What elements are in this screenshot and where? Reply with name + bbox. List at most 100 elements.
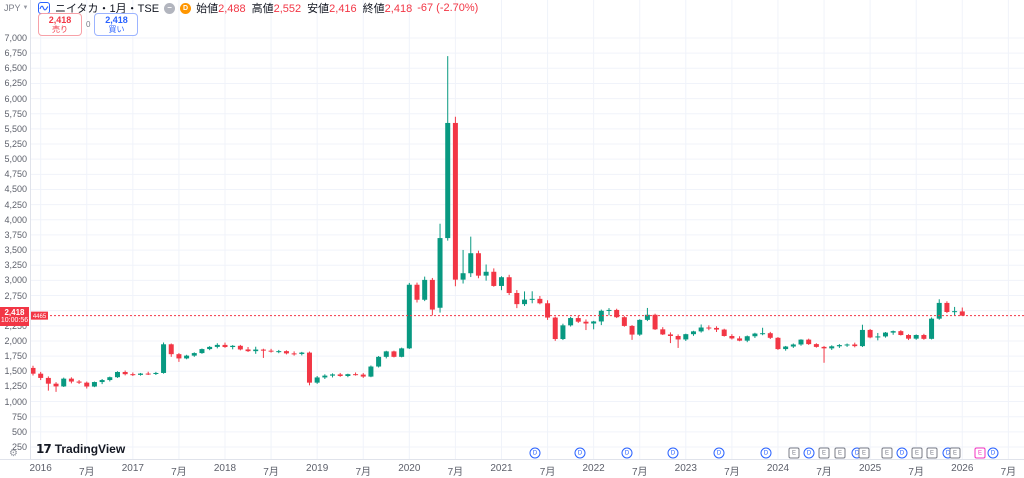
candle-body xyxy=(560,325,566,340)
candle xyxy=(552,316,558,341)
delayed-data-icon[interactable]: D xyxy=(180,2,192,14)
candle-body xyxy=(829,346,835,349)
earnings-marker-icon[interactable]: E xyxy=(911,447,923,459)
price-axis[interactable]: JPY ▼ ⚙ 7,000 6,750 6,500 6,250 6,000 5,750 5,… xyxy=(0,0,31,459)
sell-button[interactable]: 2,418 売り xyxy=(38,13,82,36)
candle xyxy=(184,354,190,360)
candle-body xyxy=(583,321,589,324)
earnings-upcoming-marker-icon[interactable]: E xyxy=(974,447,986,459)
candle-body xyxy=(598,310,604,322)
candle-body xyxy=(921,335,927,339)
candle xyxy=(744,335,750,343)
currency-switcher[interactable]: JPY ▼ xyxy=(4,3,28,13)
candle xyxy=(452,116,458,287)
price-tick-label: 1,750 xyxy=(4,351,27,362)
candle-body xyxy=(107,377,113,381)
price-tick-label: 4,000 xyxy=(4,214,27,225)
price-tick-label: 1,250 xyxy=(4,381,27,392)
candle xyxy=(168,343,174,357)
dividend-marker-icon[interactable]: D xyxy=(667,447,679,459)
candle xyxy=(852,342,858,348)
candle xyxy=(207,346,213,351)
dividend-marker-icon[interactable]: D xyxy=(896,447,908,459)
earnings-marker-icon[interactable]: E xyxy=(818,447,830,459)
change-value: -67 (-2.70%) xyxy=(417,2,479,14)
candle-body xyxy=(537,298,543,304)
candle xyxy=(514,290,520,309)
earnings-marker-icon[interactable]: E xyxy=(834,447,846,459)
candle xyxy=(345,373,351,378)
time-tick-label: 2017 xyxy=(121,463,144,474)
dividend-marker-icon[interactable]: D xyxy=(529,447,541,459)
dividend-marker-icon[interactable]: D xyxy=(621,447,633,459)
time-tick-label: 2025 xyxy=(858,463,882,474)
candle-body xyxy=(483,271,489,276)
candle-body xyxy=(153,372,159,374)
ohlc-item: 始値2,488 xyxy=(196,0,246,16)
candle-body xyxy=(222,344,228,348)
earnings-marker-icon[interactable]: E xyxy=(926,447,938,459)
axis-settings-gear-icon[interactable]: ⚙ xyxy=(9,448,18,459)
price-tick-label: 6,500 xyxy=(4,63,27,74)
price-tick-label: 5,000 xyxy=(4,154,27,165)
candle xyxy=(114,371,120,378)
candle xyxy=(690,330,696,336)
dividend-marker-icon[interactable]: D xyxy=(713,447,725,459)
dividend-marker-icon[interactable]: D xyxy=(574,447,586,459)
earnings-marker-icon[interactable]: E xyxy=(949,447,961,459)
candle xyxy=(537,296,543,305)
time-tick-label: 7月 xyxy=(447,467,464,478)
candle-body xyxy=(760,333,766,335)
candle-body xyxy=(806,339,812,345)
candle-body xyxy=(283,351,289,354)
symbol-title[interactable]: ニイタカ・1月・TSE xyxy=(55,3,160,15)
earnings-marker-icon[interactable]: E xyxy=(858,447,870,459)
candle xyxy=(61,377,67,388)
candle-body xyxy=(882,332,888,337)
candle xyxy=(38,371,44,381)
ohlc-label: 始値 xyxy=(196,3,219,15)
candle xyxy=(76,380,82,384)
candle-body xyxy=(783,346,789,350)
candle xyxy=(376,355,382,368)
candle-body xyxy=(468,253,474,274)
candle-body xyxy=(322,375,328,378)
candle-body xyxy=(191,353,197,356)
candle xyxy=(199,348,205,354)
candle xyxy=(360,373,366,378)
time-tick-label: 2026 xyxy=(951,463,974,474)
candle-body xyxy=(875,336,881,338)
market-status-icon[interactable]: – xyxy=(164,2,176,14)
time-axis[interactable]: 2016 7月 2017 7月 2018 7月 2019 7月 2020 7月 2021 7月 2022… xyxy=(0,459,1024,478)
dividend-marker-icon[interactable]: D xyxy=(803,447,815,459)
candle xyxy=(706,325,712,331)
price-tick-label: 500 xyxy=(11,426,27,437)
earnings-marker-icon[interactable]: E xyxy=(788,447,800,459)
chevron-down-icon: ▼ xyxy=(22,5,29,11)
candle-body xyxy=(568,318,574,326)
dividend-marker-icon[interactable]: D xyxy=(987,447,999,459)
candle xyxy=(222,342,228,348)
dividend-marker-icon[interactable]: D xyxy=(760,447,772,459)
candle-body xyxy=(591,321,597,324)
candle xyxy=(368,365,374,378)
time-tick-label: 2022 xyxy=(582,463,605,474)
time-tick-label: 2018 xyxy=(213,463,237,474)
candle xyxy=(652,313,658,330)
candle-body xyxy=(145,373,151,375)
candle xyxy=(306,351,312,386)
price-tick-label: 3,500 xyxy=(4,245,27,256)
candle-body xyxy=(514,292,520,305)
buy-button[interactable]: 2,418 買い xyxy=(94,13,139,36)
candle xyxy=(783,345,789,351)
candle xyxy=(821,345,827,363)
price-tick-label: 3,000 xyxy=(4,275,27,286)
earnings-marker-icon[interactable]: E xyxy=(881,447,893,459)
tradingview-logo[interactable]: 17 TradingView xyxy=(36,442,125,456)
price-tick-label: 7,000 xyxy=(4,33,27,43)
candle-body xyxy=(406,284,412,349)
candle-body xyxy=(798,339,804,345)
candle xyxy=(176,353,182,362)
candle-body xyxy=(714,327,720,330)
